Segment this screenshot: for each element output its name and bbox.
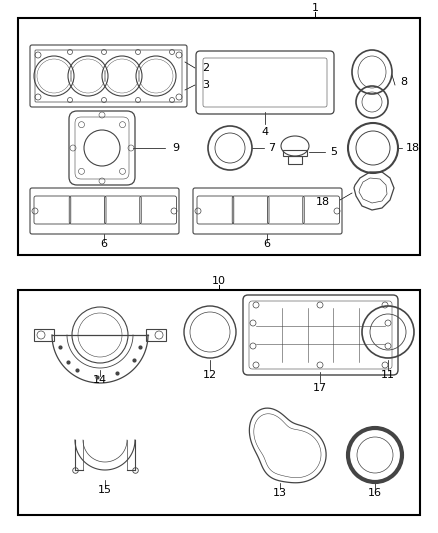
Text: 4: 4 — [261, 127, 268, 137]
Text: 16: 16 — [368, 488, 382, 498]
Text: 7: 7 — [268, 143, 275, 153]
Text: 10: 10 — [212, 276, 226, 286]
Text: 14: 14 — [93, 375, 107, 385]
Text: 6: 6 — [264, 239, 271, 249]
Text: 5: 5 — [330, 147, 337, 157]
Bar — [18, 18, 420, 255]
Text: 12: 12 — [203, 370, 217, 380]
Bar — [34, 329, 54, 341]
Text: 3: 3 — [202, 80, 209, 90]
Text: 2: 2 — [202, 63, 209, 73]
Text: 8: 8 — [400, 77, 407, 87]
Text: 1: 1 — [311, 3, 318, 13]
Text: 13: 13 — [273, 488, 287, 498]
Text: 11: 11 — [381, 370, 395, 380]
Bar — [146, 329, 166, 341]
Text: 9: 9 — [172, 143, 179, 153]
Text: 18: 18 — [406, 143, 420, 153]
Bar — [288, 156, 302, 164]
Text: 6: 6 — [100, 239, 107, 249]
Bar — [18, 290, 420, 515]
Text: 18: 18 — [316, 197, 330, 207]
Text: 15: 15 — [98, 485, 112, 495]
Bar — [283, 150, 307, 156]
Text: 17: 17 — [313, 383, 327, 393]
